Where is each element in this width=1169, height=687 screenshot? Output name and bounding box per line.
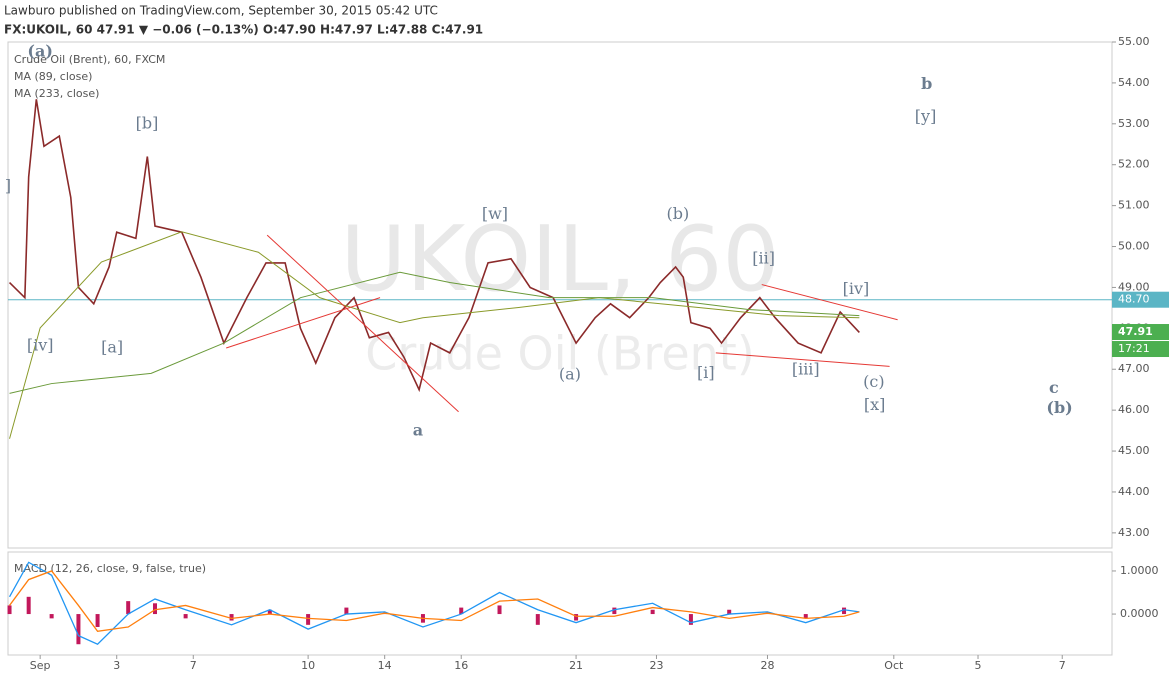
y-tick-label: 45.00 — [1118, 444, 1150, 457]
trendline — [761, 284, 898, 321]
macd-histogram-bar — [7, 605, 12, 615]
wave-label: (b) — [1046, 398, 1072, 417]
macd-line — [9, 570, 860, 632]
macd-histogram-bar — [650, 609, 655, 615]
macd-histogram-bar — [95, 614, 100, 627]
macd-histogram-bar — [306, 614, 311, 625]
macd-histogram-bar — [183, 614, 188, 619]
x-tick-label: 5 — [975, 659, 982, 672]
macd-histogram-bar — [842, 607, 847, 615]
macd-histogram-bar — [126, 601, 131, 615]
wave-label: [x] — [864, 395, 886, 414]
x-tick-label: 7 — [190, 659, 197, 672]
macd-histogram-bar — [727, 609, 732, 615]
countdown-tag — [1112, 341, 1169, 358]
y-tick-label: 50.00 — [1118, 240, 1150, 253]
trendline — [266, 234, 459, 413]
macd-y-tick-label: 1.0000 — [1120, 564, 1159, 577]
y-tick-label: 43.00 — [1118, 526, 1150, 539]
moving-average — [9, 231, 860, 439]
macd-title: MACD (12, 26, close, 9, false, true) — [14, 562, 206, 575]
macd-histogram-bar — [688, 614, 693, 625]
x-tick-label: 7 — [1059, 659, 1066, 672]
x-tick-label: 21 — [569, 659, 583, 672]
y-tick-label: 47.00 — [1118, 362, 1150, 375]
wave-label: [w] — [482, 204, 508, 223]
last-price-label: 47.91 — [1118, 325, 1153, 338]
wave-label: [ii] — [752, 249, 775, 268]
macd-histogram-bar — [459, 607, 464, 615]
price-line-series — [8, 99, 860, 393]
quote: FX:UKOIL, 60 47.91 ▼ −0.06 (−0.13%) O:47… — [4, 23, 483, 37]
countdown-label: 17:21 — [1118, 342, 1150, 355]
x-tick-label: 10 — [301, 659, 315, 672]
y-tick-label: 46.00 — [1118, 403, 1150, 416]
y-tick-label: 52.00 — [1118, 158, 1150, 171]
legend-entry: MA (89, close) — [14, 70, 92, 83]
wave-label: (a) — [27, 42, 53, 61]
wave-label: [iv] — [843, 279, 870, 298]
y-tick-label: 54.00 — [1118, 76, 1150, 89]
wave-label: [iii] — [792, 360, 820, 379]
macd-histogram-bar — [267, 609, 272, 615]
wave-label: c — [1049, 378, 1059, 397]
macd-y-tick-label: 0.0000 — [1120, 607, 1159, 620]
wave-label: [b] — [136, 113, 159, 132]
macd-histogram-bar — [229, 614, 234, 621]
y-tick-label: 44.00 — [1118, 485, 1150, 498]
trendline — [226, 297, 381, 349]
wave-label: [iv] — [27, 335, 54, 354]
x-tick-label: 28 — [760, 659, 774, 672]
x-tick-label: 16 — [454, 659, 468, 672]
macd-histogram-bar — [152, 603, 157, 615]
wave-label: a — [413, 421, 423, 440]
wave-label: (c) — [863, 372, 884, 391]
y-tick-label: 51.00 — [1118, 199, 1150, 212]
trendline — [715, 352, 890, 367]
y-tick-label: 55.00 — [1118, 35, 1150, 48]
wave-label: ] — [5, 176, 11, 195]
watermark-sub: Crude Oil (Brent) — [365, 327, 755, 381]
macd-histogram-bar — [612, 607, 617, 615]
main-pane — [7, 41, 1113, 549]
wave-label: [i] — [697, 363, 715, 382]
macd-pane — [7, 551, 1113, 656]
wave-label: (b) — [667, 204, 690, 223]
macd-line — [8, 561, 860, 646]
macd-histogram-bar — [76, 614, 81, 645]
x-tick-label: 3 — [113, 659, 120, 672]
wave-label: (a) — [559, 364, 581, 383]
wave-label: b — [921, 74, 932, 93]
macd-histogram-bar — [574, 614, 579, 621]
macd-histogram-bar — [497, 605, 502, 615]
moving-average — [9, 271, 860, 394]
wave-label: [y] — [915, 106, 937, 125]
x-tick-label: Oct — [884, 659, 904, 672]
macd-histogram-bar — [535, 614, 540, 625]
macd-histogram-bar — [26, 596, 31, 615]
price-tag-label: 48.70 — [1118, 293, 1150, 306]
macd-histogram-bar — [344, 607, 349, 615]
x-tick-label: 14 — [378, 659, 392, 672]
legend-entry: Crude Oil (Brent), 60, FXCM — [14, 53, 165, 66]
y-tick-label: 53.00 — [1118, 117, 1150, 130]
last-price-tag — [1112, 324, 1169, 341]
macd-histogram-bar — [49, 614, 54, 619]
macd-histogram-bar — [803, 614, 808, 619]
x-tick-label: Sep — [30, 659, 51, 672]
header: Lawburo published on TradingView.com, Se… — [4, 4, 438, 18]
y-tick-label: 49.00 — [1118, 280, 1150, 293]
price-tag — [1112, 291, 1169, 308]
wave-label: [a] — [101, 337, 123, 356]
legend-entry: MA (233, close) — [14, 87, 99, 100]
x-tick-label: 23 — [649, 659, 663, 672]
watermark: UKOIL, 60 — [340, 207, 779, 312]
